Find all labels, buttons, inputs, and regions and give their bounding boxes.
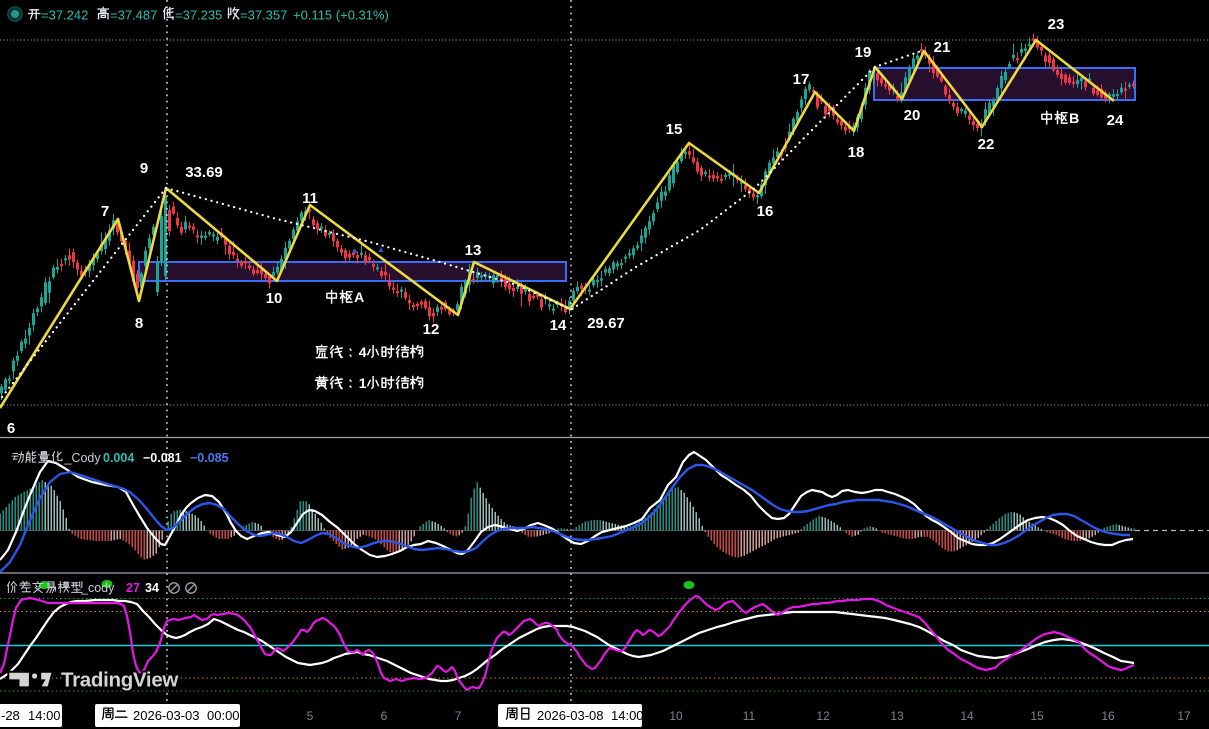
svg-text:=37.242: =37.242 [41,8,88,23]
svg-text:33.69: 33.69 [185,164,223,181]
svg-text:=37.487: =37.487 [110,8,157,23]
svg-text:20: 20 [904,107,921,124]
svg-text:29.67: 29.67 [587,315,625,332]
svg-text:4: 4 [359,344,367,360]
svg-text:13: 13 [465,242,482,259]
svg-text:21: 21 [934,39,951,56]
svg-text:23: 23 [1048,16,1065,33]
svg-text:1: 1 [359,375,367,391]
svg-text:B: B [1069,110,1079,126]
svg-text:17: 17 [1177,709,1191,723]
svg-text:5: 5 [307,709,314,723]
svg-text:22: 22 [978,136,995,153]
svg-text:6: 6 [7,420,15,437]
svg-text:_Cody: _Cody [64,451,102,465]
svg-text:+0.115 (+0.31%): +0.115 (+0.31%) [293,8,389,23]
svg-text:14:00: 14:00 [611,708,644,723]
svg-text:24: 24 [1107,112,1124,129]
svg-text:8: 8 [135,315,143,332]
svg-text:34: 34 [145,581,159,595]
svg-text:=37.235: =37.235 [175,8,222,23]
svg-text:6: 6 [381,709,388,723]
svg-text:14: 14 [960,709,974,723]
svg-text:19: 19 [855,44,872,61]
svg-text:−0.081: −0.081 [143,451,182,465]
svg-text:12: 12 [816,709,830,723]
svg-text:10: 10 [669,709,683,723]
svg-text:15: 15 [1030,709,1044,723]
svg-text:16: 16 [757,203,774,220]
svg-text:11: 11 [302,190,318,207]
svg-text:13: 13 [890,709,904,723]
svg-text:-28: -28 [1,708,20,723]
svg-text:17: 17 [793,71,810,88]
svg-text:7: 7 [455,709,462,723]
svg-text:9: 9 [140,160,148,177]
svg-text:27: 27 [126,581,140,595]
svg-text:2026-03-03: 2026-03-03 [133,708,200,723]
svg-text:A: A [354,289,364,305]
svg-text:0.004: 0.004 [103,451,134,465]
svg-text:12: 12 [423,321,440,338]
svg-text:18: 18 [848,144,865,161]
svg-text:_cody: _cody [80,581,115,595]
svg-text:10: 10 [266,290,283,307]
svg-text:14: 14 [550,317,567,334]
svg-text:TradingView: TradingView [61,669,178,692]
svg-text:11: 11 [743,709,756,723]
svg-text:7: 7 [101,203,109,220]
svg-text:−0.085: −0.085 [190,451,229,465]
svg-text:14:00: 14:00 [28,708,61,723]
svg-text:00:00: 00:00 [207,708,240,723]
svg-text:=37.357: =37.357 [240,8,287,23]
svg-text:2026-03-08: 2026-03-08 [537,708,604,723]
svg-text:16: 16 [1101,709,1115,723]
svg-text:15: 15 [666,121,683,138]
